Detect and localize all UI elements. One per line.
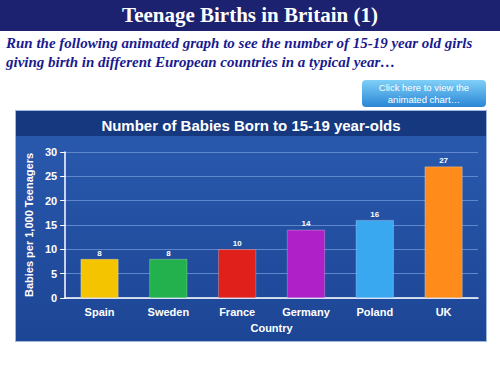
html-text:Click here to view the animate: Click here to view the animated chart… [378,81,470,105]
svg-text:Number of Babies Born to 15-19: Number of Babies Born to 15-19 year-olds [101,117,400,134]
svg-text:25: 25 [45,170,57,182]
svg-text:20: 20 [45,195,57,207]
svg-text:Spain: Spain [85,306,115,318]
svg-text:Country: Country [250,322,293,334]
svg-text:27: 27 [439,156,448,165]
svg-text:UK: UK [436,306,452,318]
svg-text:10: 10 [45,243,57,255]
svg-text:Sweden: Sweden [148,306,190,318]
svg-text:Poland: Poland [356,306,393,318]
svg-text:5: 5 [51,268,57,280]
svg-text:30: 30 [45,146,57,158]
svg-text:15: 15 [45,219,57,231]
svg-text:Germany: Germany [282,306,331,318]
svg-text:16: 16 [370,210,379,219]
svg-text:France: France [219,306,255,318]
svg-text:0: 0 [51,292,57,304]
html-text:Teenage Births in Britain (1): Teenage Births in Britain (1) [122,3,378,27]
html-text:Run the following animated gra: Run the following animated graph to see … [6,35,473,70]
svg-text:14: 14 [302,219,311,228]
svg-text:8: 8 [166,249,171,258]
svg-text:Babies per 1,000 Teenagers: Babies per 1,000 Teenagers [23,153,35,297]
svg-text:8: 8 [97,249,102,258]
svg-text:10: 10 [233,239,242,248]
